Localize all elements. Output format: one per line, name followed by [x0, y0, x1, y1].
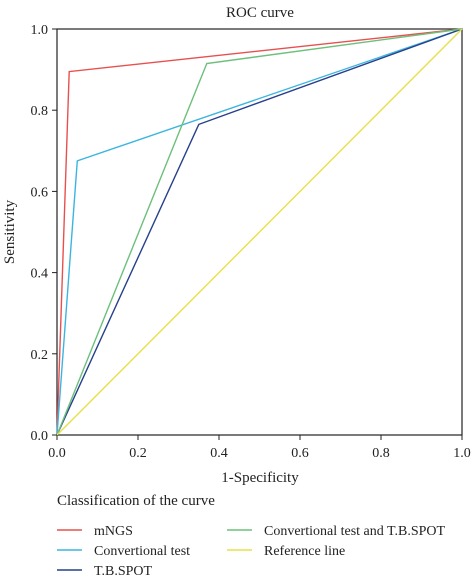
x-tick-label: 0.6	[291, 446, 309, 461]
legend-label-convertional-test: Convertional test	[94, 544, 190, 559]
y-tick-label: 0.4	[31, 267, 49, 282]
y-tick-label: 0.6	[31, 185, 49, 200]
legend-label-convertional-test-and-t-b-spot: Convertional test and T.B.SPOT	[264, 524, 446, 539]
x-axis-ticks: 0.0 0.2 0.4 0.6 0.8 1.0	[48, 435, 471, 461]
legend-label-t-b-spot: T.B.SPOT	[94, 564, 153, 579]
plot-area	[56, 28, 463, 436]
x-tick-label: 0.8	[372, 446, 390, 461]
y-tick-label: 0.0	[31, 429, 49, 444]
y-tick-label: 0.2	[31, 348, 49, 363]
legend-label-reference-line: Reference line	[264, 544, 345, 559]
series-line-mngs	[56, 28, 463, 436]
series-layer	[56, 28, 463, 436]
y-axis-ticks: 0.0 0.2 0.4 0.6 0.8 1.0	[31, 23, 57, 444]
series-line-reference-line	[56, 28, 463, 436]
legend-title: Classification of the curve	[57, 493, 215, 509]
y-tick-label: 0.8	[31, 104, 49, 119]
x-tick-label: 0.4	[210, 446, 228, 461]
chart-title: ROC curve	[226, 5, 294, 21]
series-line-convertional-test-and-t-b-spot	[56, 28, 463, 436]
series-line-t-b-spot	[56, 28, 463, 436]
x-tick-label: 0.2	[129, 446, 147, 461]
x-tick-label: 1.0	[453, 446, 471, 461]
legend-label-mngs: mNGS	[94, 524, 133, 539]
y-tick-label: 1.0	[31, 23, 49, 38]
x-tick-label: 0.0	[48, 446, 66, 461]
series-line-convertional-test	[56, 28, 463, 436]
legend: mNGS Convertional test T.B.SPOT Convertiona…	[57, 524, 446, 579]
y-axis-title: Sensitivity	[2, 199, 18, 264]
x-axis-title: 1-Specificity	[221, 470, 299, 486]
